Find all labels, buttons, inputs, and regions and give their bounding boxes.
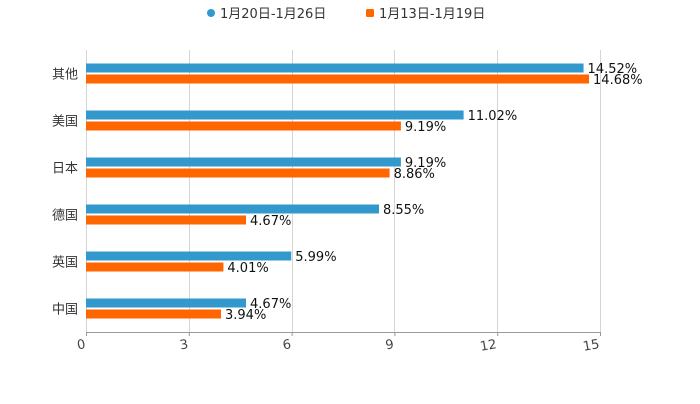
x-tick-label: 12 (479, 337, 498, 355)
data-label: 9.19% (405, 120, 446, 135)
bar-series-2 (86, 121, 401, 131)
data-label: 4.67% (250, 297, 291, 312)
bars (86, 63, 590, 319)
x-tick-label: 0 (76, 337, 87, 353)
bar-series-2 (86, 262, 224, 272)
data-label: 14.52% (588, 62, 638, 77)
x-tick-label: 6 (282, 337, 293, 353)
legend: 1月20日-1月26日 1月13日-1月19日 (207, 7, 485, 22)
data-label: 3.94% (225, 308, 266, 323)
data-label: 4.01% (227, 261, 268, 276)
data-label: 8.86% (394, 167, 435, 182)
category-label: 中国 (52, 303, 78, 318)
data-label: 11.02% (468, 109, 518, 124)
grid-lines (86, 50, 601, 332)
bar-series-1 (86, 204, 379, 214)
data-label: 8.55% (383, 203, 424, 218)
data-label: 4.67% (250, 214, 291, 229)
category-label: 日本 (52, 162, 78, 177)
bar-series-2 (86, 74, 590, 84)
category-label: 其他 (52, 68, 78, 83)
bar-series-2 (86, 309, 222, 319)
data-label: 9.19% (405, 156, 446, 171)
x-tick-label: 15 (582, 337, 601, 355)
axes: 0 3 6 9 12 15 (76, 332, 601, 355)
bar-series-1 (86, 251, 292, 261)
labels: 其他 14.52%14.68%美国 11.02%9.19%日本 9.19%8.86%德… (52, 62, 643, 323)
bar-series-2 (86, 215, 247, 225)
legend-marker-series-1 (207, 9, 215, 17)
bar-series-1 (86, 63, 584, 73)
bar-series-1 (86, 157, 401, 167)
legend-label-series-1: 1月20日-1月26日 (220, 7, 326, 22)
category-label: 美国 (52, 115, 78, 130)
bar-series-1 (86, 298, 247, 308)
x-tick-label: 3 (179, 337, 190, 353)
category-label: 英国 (52, 256, 78, 271)
category-label: 德国 (52, 209, 78, 224)
data-label: 5.99% (295, 250, 336, 265)
legend-label-series-2: 1月13日-1月19日 (379, 7, 485, 22)
x-tick-label: 9 (384, 337, 395, 353)
legend-marker-series-2 (366, 9, 374, 17)
bar-series-2 (86, 168, 390, 178)
data-label: 14.68% (593, 73, 643, 88)
bar-series-1 (86, 110, 464, 120)
